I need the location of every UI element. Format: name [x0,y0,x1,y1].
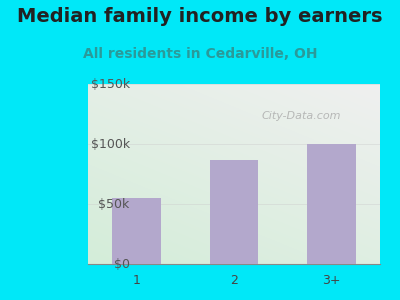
Text: All residents in Cedarville, OH: All residents in Cedarville, OH [83,46,317,61]
Bar [210,160,258,264]
Bar [112,198,161,264]
Text: $0: $0 [114,257,130,271]
Text: $100k: $100k [90,137,130,151]
Text: Median family income by earners: Median family income by earners [17,8,383,26]
Text: $50k: $50k [98,197,130,211]
Bar [307,144,356,264]
Text: City-Data.com: City-Data.com [262,111,341,122]
Text: $150k: $150k [90,77,130,91]
